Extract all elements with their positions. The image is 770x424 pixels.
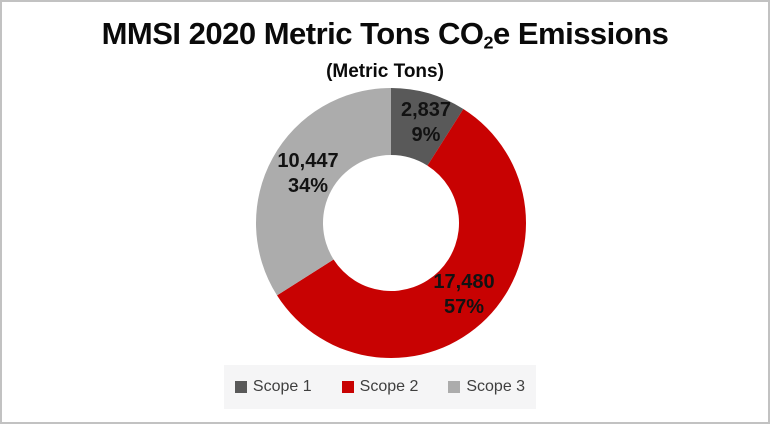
- legend-swatch-scope-1: [234, 381, 247, 393]
- chart-legend: Scope 1 Scope 2 Scope 3: [224, 365, 536, 409]
- chart-subtitle: (Metric Tons): [326, 61, 444, 82]
- chart-title-pre: MMSI 2020 Metric Tons CO: [101, 16, 484, 51]
- donut-chart[interactable]: [251, 83, 531, 363]
- legend-label-scope-3: Scope 3: [466, 378, 526, 395]
- donut-slice-scope-2[interactable]: [277, 109, 527, 359]
- legend-swatch-scope-2: [341, 381, 354, 393]
- legend-label-scope-1: Scope 1: [252, 378, 312, 395]
- chart-title: MMSI 2020 Metric Tons CO2e Emissions: [2, 16, 768, 52]
- donut-slice-scope-1[interactable]: [391, 88, 464, 166]
- legend-label-scope-2: Scope 2: [359, 378, 419, 395]
- legend-item-scope-2[interactable]: Scope 2: [341, 378, 419, 396]
- legend-item-scope-3[interactable]: Scope 3: [448, 378, 525, 396]
- donut-slice-scope-3[interactable]: [256, 88, 391, 296]
- legend-item-scope-1[interactable]: Scope 1: [234, 378, 312, 396]
- legend-swatch-scope-3: [448, 381, 461, 393]
- chart-title-post: e Emissions: [492, 16, 669, 51]
- chart-title-subscript: 2: [483, 32, 493, 53]
